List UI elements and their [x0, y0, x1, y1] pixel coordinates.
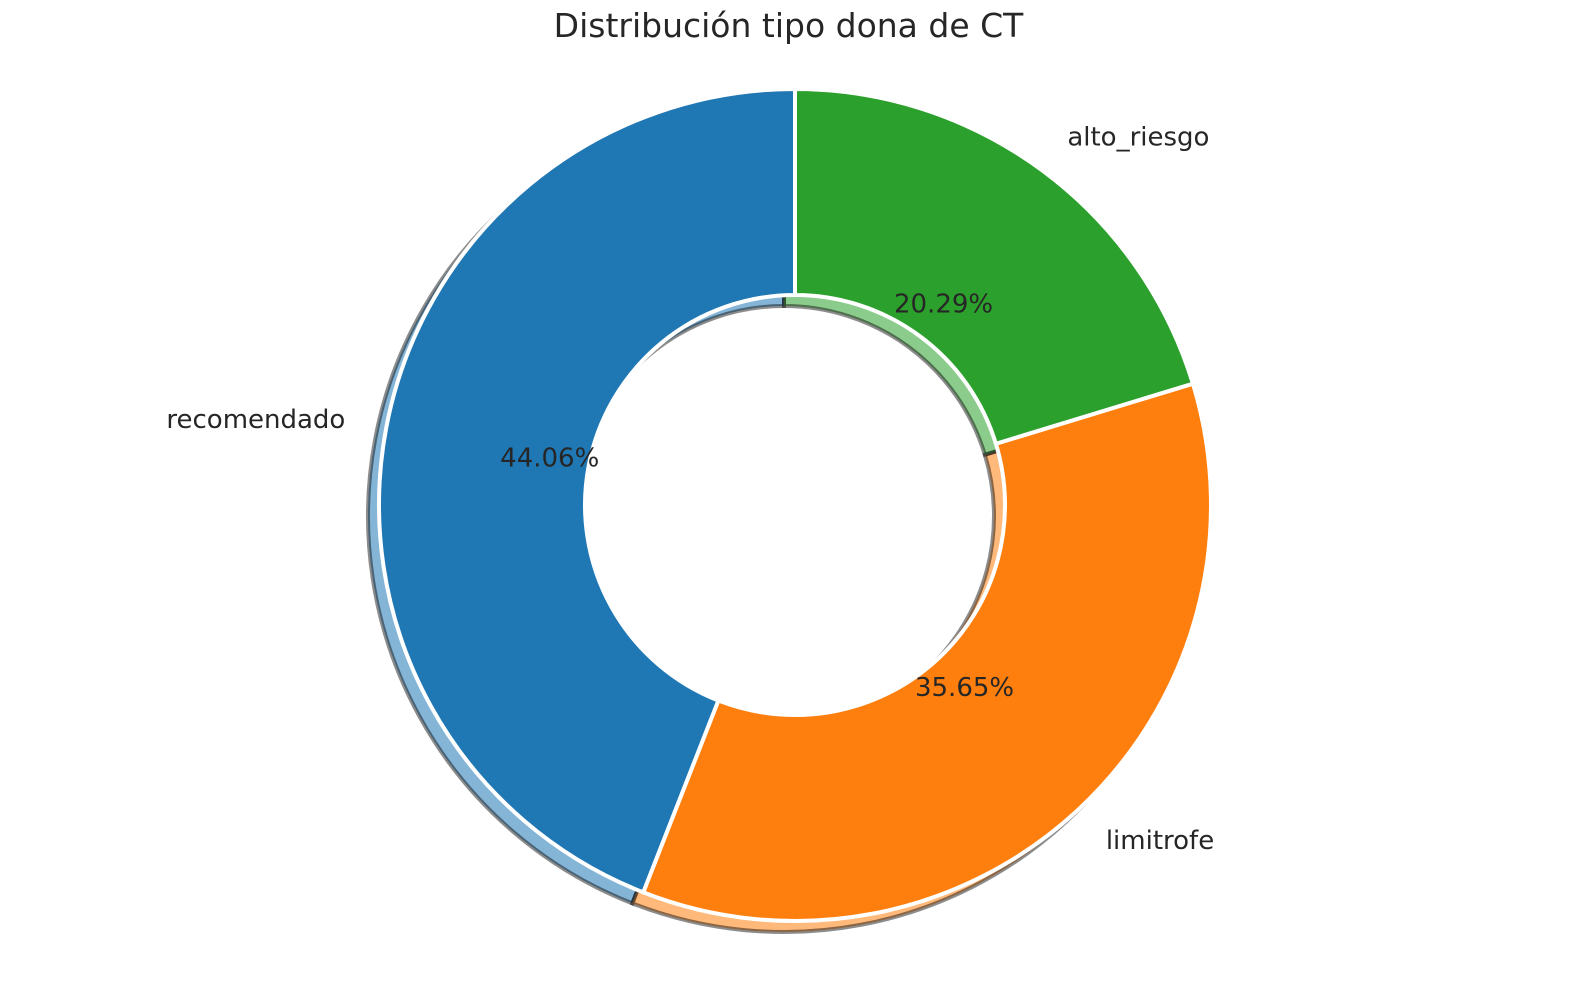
category-label-limitrofe: limitrofe	[1106, 826, 1214, 856]
percent-label-alto-riesgo: 20.29%	[894, 289, 993, 319]
category-label-alto-riesgo: alto_riesgo	[1067, 122, 1209, 152]
category-label-recomendado: recomendado	[166, 405, 345, 435]
percent-label-limitrofe: 35.65%	[915, 673, 1014, 703]
wedge-limitrofe	[641, 381, 1213, 923]
wedge-alto-riesgo	[793, 87, 1195, 446]
wedge-recomendado	[377, 87, 797, 895]
chart-title: Distribución tipo dona de CT	[553, 6, 1024, 45]
percent-label-recomendado: 44.06%	[500, 444, 599, 474]
